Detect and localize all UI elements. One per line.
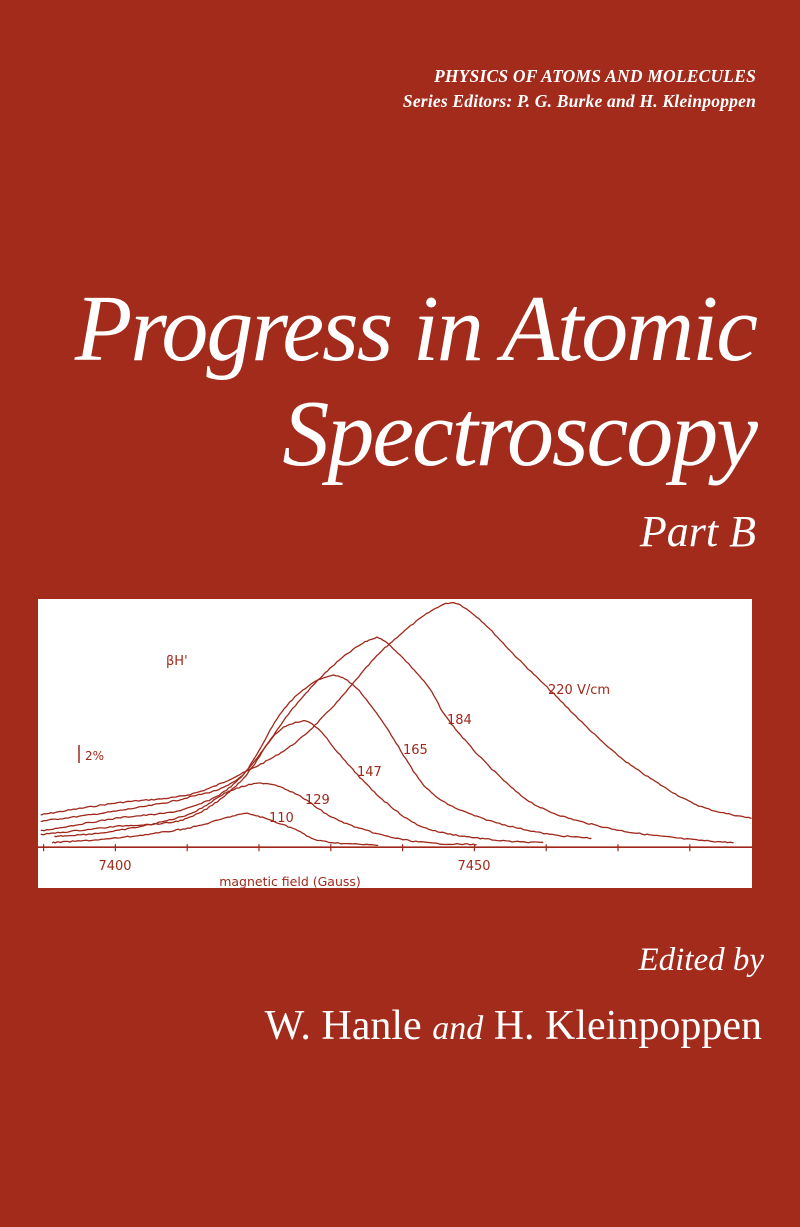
curve-129	[54, 782, 477, 846]
x-axis	[38, 844, 752, 852]
curve-110	[51, 812, 379, 847]
curve-147	[40, 720, 544, 844]
spectrum-figure: βH' 2% 220 V/cm 184 165 147 129 110 7400…	[38, 599, 752, 889]
editors-line: W. Hanle and H. Kleinpoppen	[265, 1002, 762, 1050]
curve-184	[40, 636, 734, 844]
curve-165	[40, 674, 592, 840]
curves	[40, 601, 752, 847]
editors-and: and	[432, 1010, 484, 1047]
x-tick-label-7450: 7450	[457, 859, 490, 874]
series-name: PHYSICS OF ATOMS AND MOLECULES	[433, 66, 756, 86]
edited-by: Edited by	[638, 942, 764, 978]
series-label-129: 129	[305, 793, 330, 808]
curve-220	[40, 601, 752, 820]
editor-1: W. Hanle	[264, 1003, 422, 1049]
x-tick-label-7400: 7400	[98, 859, 131, 874]
book-title-line-1: Progress in Atomic	[74, 277, 758, 381]
book-title-line-2: Spectroscopy	[282, 382, 758, 486]
series-label-184: 184	[447, 713, 472, 728]
scale-bar-label: 2%	[85, 749, 104, 763]
series-label-147: 147	[357, 765, 382, 780]
editor-2: H. Kleinpoppen	[493, 1003, 762, 1049]
series-header: PHYSICS OF ATOMS AND MOLECULES Series Ed…	[403, 64, 756, 114]
y-label: βH'	[166, 654, 188, 669]
x-axis-label: magnetic field (Gauss)	[219, 874, 361, 889]
book-part: Part B	[639, 507, 756, 556]
series-label-165: 165	[403, 743, 428, 758]
series-editors: Series Editors: P. G. Burke and H. Klein…	[402, 91, 756, 111]
series-label-110: 110	[269, 811, 294, 826]
series-label-220: 220 V/cm	[548, 683, 610, 698]
